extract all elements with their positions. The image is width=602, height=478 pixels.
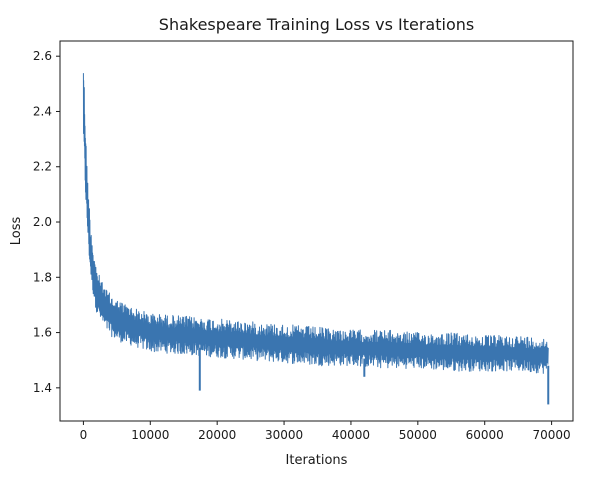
y-tick-label: 2.2 (33, 160, 52, 174)
x-tick-label: 40000 (332, 428, 370, 442)
x-axis-label: Iterations (286, 453, 348, 468)
x-tick-label: 0 (80, 428, 88, 442)
x-axis-ticks: 0 10000 20000 30000 40000 50000 60000 70000 (80, 421, 571, 442)
y-tick-label: 2.4 (33, 104, 52, 118)
y-tick-label: 1.4 (33, 381, 52, 395)
chart-title: Shakespeare Training Loss vs Iterations (159, 15, 474, 34)
y-tick-label: 1.8 (33, 270, 52, 284)
y-tick-label: 1.6 (33, 326, 52, 340)
y-axis-label: Loss (9, 217, 24, 246)
x-tick-label: 50000 (399, 428, 437, 442)
plot-frame (59, 40, 574, 422)
x-tick-label: 20000 (198, 428, 236, 442)
x-tick-label: 10000 (131, 428, 169, 442)
x-tick-label: 30000 (265, 428, 303, 442)
loss-series (82, 73, 550, 405)
x-tick-label: 60000 (466, 428, 504, 442)
y-axis-ticks: 1.4 1.6 1.8 2.0 2.2 2.4 2.6 (33, 49, 60, 395)
loss-line (82, 73, 549, 374)
y-tick-label: 2.6 (33, 49, 52, 63)
x-tick-label: 70000 (533, 428, 571, 442)
y-tick-label: 2.0 (33, 215, 52, 229)
